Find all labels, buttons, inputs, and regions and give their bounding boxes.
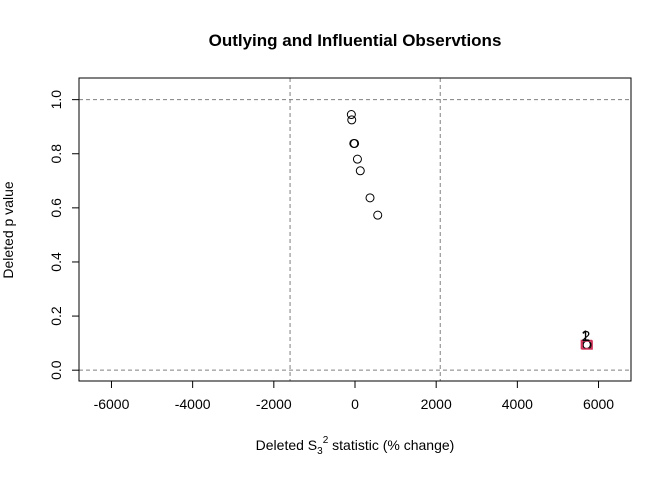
y-tick-label: 0.4 bbox=[48, 252, 64, 272]
data-point bbox=[347, 115, 357, 125]
x-tick-label: -6000 bbox=[94, 396, 130, 412]
y-tick-label: 0.2 bbox=[48, 306, 64, 326]
x-axis-label-suffix: statistic (% change) bbox=[328, 437, 454, 453]
y-tick-label: 0.0 bbox=[48, 360, 64, 380]
reference-lines bbox=[79, 78, 631, 381]
chart-title: Outlying and Influential Observtions bbox=[209, 31, 502, 50]
data-points bbox=[346, 110, 593, 350]
x-axis-label: Deleted S32 statistic (% change) bbox=[256, 435, 455, 457]
y-tick-label: 0.8 bbox=[48, 144, 64, 164]
data-point bbox=[350, 138, 360, 148]
x-tick-label: 0 bbox=[351, 396, 359, 412]
x-tick-label: -4000 bbox=[175, 396, 211, 412]
y-axis-label: Deleted p value bbox=[0, 181, 16, 279]
x-axis-label-superscript: 2 bbox=[323, 435, 329, 446]
x-axis-label-prefix: Deleted S bbox=[256, 437, 317, 453]
x-tick-label: 2000 bbox=[421, 396, 452, 412]
x-axis-label-subscript: 3 bbox=[317, 446, 323, 457]
y-tick-label: 0.6 bbox=[48, 198, 64, 218]
y-axis: 0.0 0.2 0.4 0.6 0.8 1.0 bbox=[48, 90, 80, 380]
point-label: 1 bbox=[581, 327, 589, 344]
data-point bbox=[365, 193, 375, 203]
plot-frame bbox=[78, 77, 632, 382]
data-point bbox=[352, 154, 362, 164]
point-labels: 12 bbox=[581, 327, 590, 345]
data-point bbox=[373, 210, 383, 220]
data-point bbox=[346, 110, 356, 120]
x-tick-label: 6000 bbox=[583, 396, 614, 412]
data-point bbox=[355, 166, 365, 176]
x-tick-label: -2000 bbox=[256, 396, 292, 412]
x-tick-label: 4000 bbox=[502, 396, 533, 412]
y-tick-label: 1.0 bbox=[48, 90, 64, 110]
x-axis: -6000 -4000 -2000 0 2000 4000 6000 bbox=[94, 380, 614, 412]
point-label: 2 bbox=[582, 328, 590, 345]
influential-point-marker bbox=[581, 340, 593, 350]
